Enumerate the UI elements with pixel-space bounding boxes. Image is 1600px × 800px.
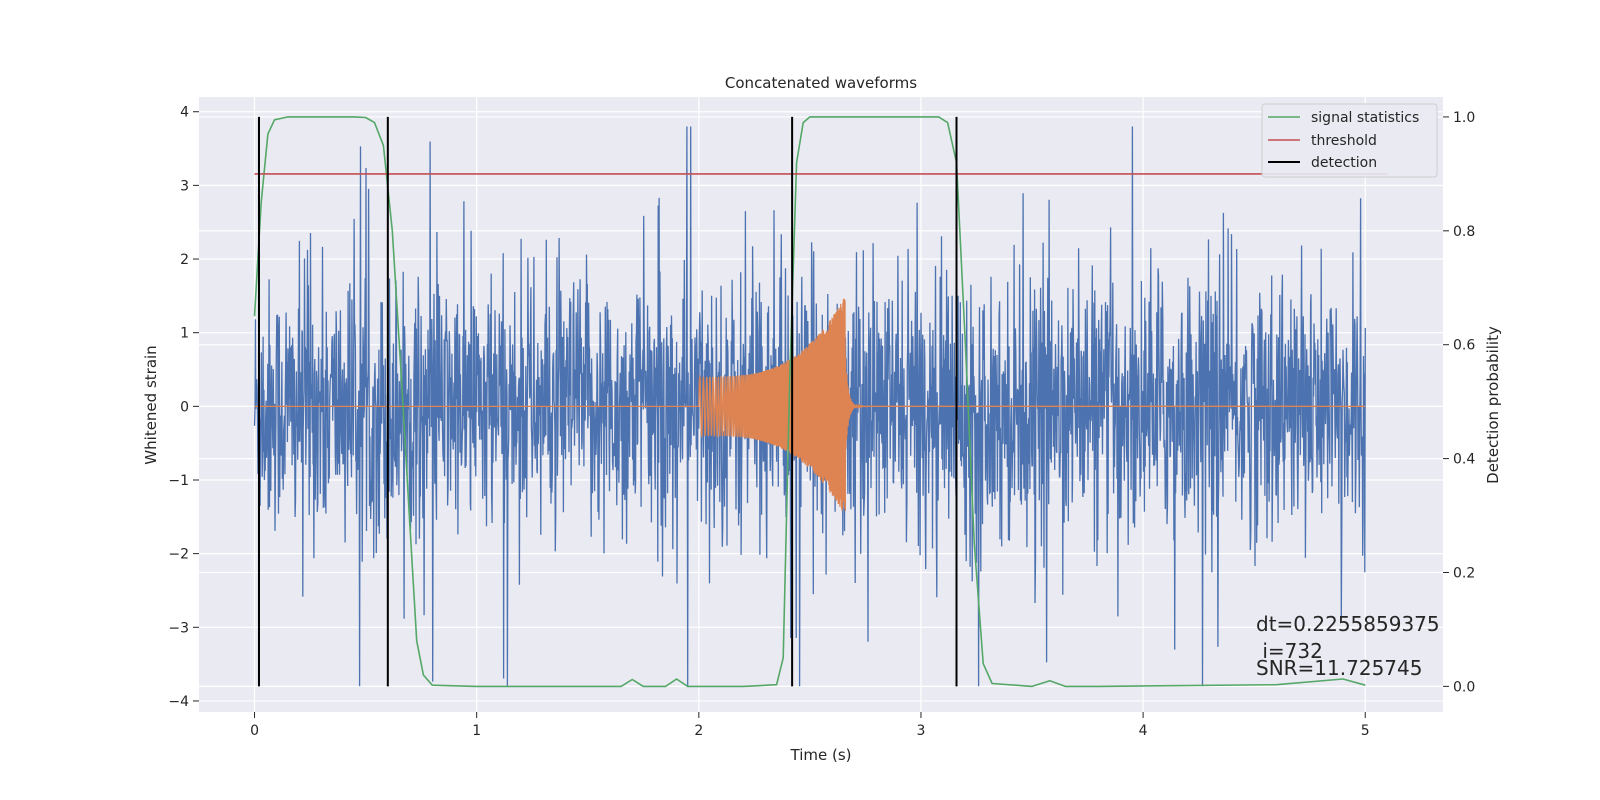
y-tick-label-8: −4 <box>168 694 189 710</box>
ticks-layer: 0 1 2 3 4 5 4 3 2 1 0 −1 −2 −3 −4 1.0 0.8 0.6 0.4 0.2 0.0 <box>168 105 1475 739</box>
y2-tick-label-3: 0.4 <box>1453 452 1475 468</box>
x-tick-label-1: 1 <box>472 723 481 739</box>
legend-label-threshold: threshold <box>1311 133 1377 149</box>
y2-tick-label-4: 0.2 <box>1453 565 1475 581</box>
y-tick-label-5: −1 <box>168 473 189 489</box>
legend-label-signal-statistics: signal statistics <box>1311 110 1419 126</box>
y2-tick-label-1: 0.8 <box>1453 224 1475 240</box>
y-tick-label-6: −2 <box>168 547 189 563</box>
x-tick-label-0: 0 <box>250 723 259 739</box>
y-tick-label-3: 1 <box>180 326 189 342</box>
x-tick-label-4: 4 <box>1139 723 1148 739</box>
x-tick-label-2: 2 <box>694 723 703 739</box>
y-tick-label-7: −3 <box>168 620 189 636</box>
series-layer <box>253 116 1388 688</box>
series-signal-statistics <box>253 116 1366 688</box>
y-axis-label: Whitened strain <box>142 345 160 464</box>
chart-title: Concatenated waveforms <box>725 74 917 92</box>
y-tick-label-4: 0 <box>180 399 189 415</box>
annotation-index: i=732 <box>1256 639 1323 663</box>
y2-tick-label-0: 1.0 <box>1453 110 1475 126</box>
y2-tick-label-2: 0.6 <box>1453 338 1475 354</box>
series-template <box>254 298 1366 511</box>
x-tick-label-5: 5 <box>1361 723 1370 739</box>
x-tick-label-3: 3 <box>917 723 926 739</box>
x-axis-label: Time (s) <box>790 746 852 764</box>
y-tick-label-0: 4 <box>180 105 189 121</box>
y2-axis-label: Detection probability <box>1484 326 1502 484</box>
legend: signal statistics threshold detection <box>1261 103 1438 178</box>
legend-label-detection: detection <box>1311 155 1377 171</box>
y2-tick-label-5: 0.0 <box>1453 679 1475 695</box>
annotation-dt: dt=0.2255859375 <box>1256 612 1440 636</box>
y-tick-label-2: 2 <box>180 252 189 268</box>
legend-box <box>1261 103 1438 178</box>
annotation-snr: SNR=11.725745 <box>1256 656 1422 680</box>
y-tick-label-1: 3 <box>180 178 189 194</box>
